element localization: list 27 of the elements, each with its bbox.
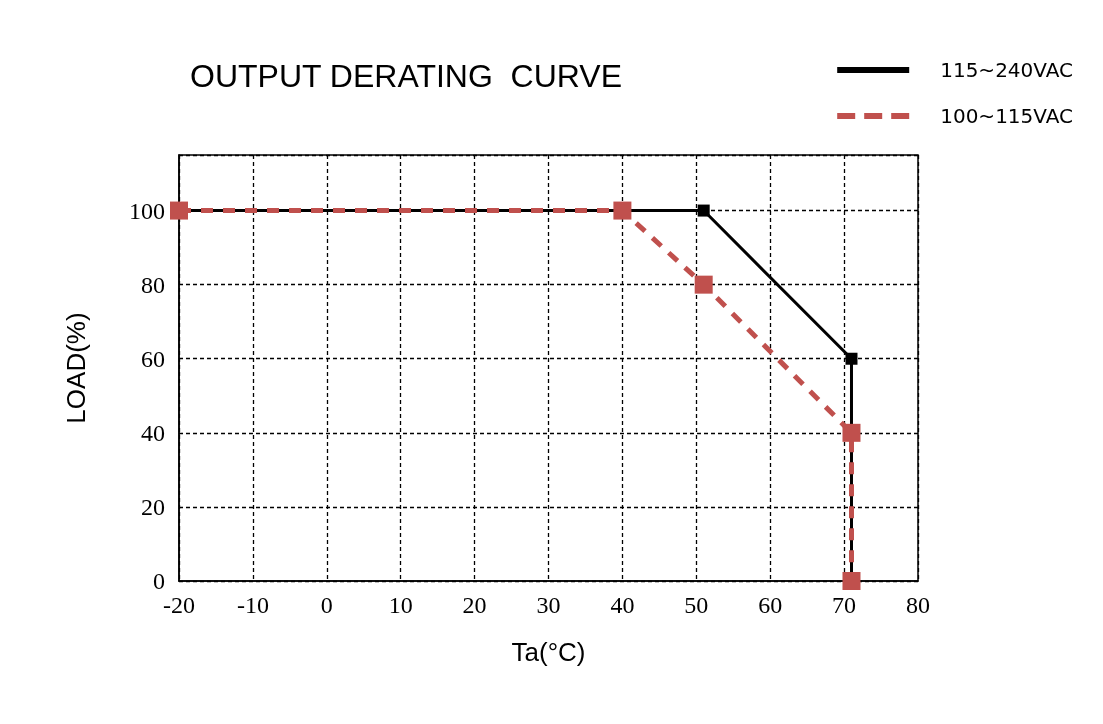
y-tick-label: 60 [141,345,165,372]
x-tick-label: 70 [832,592,857,618]
x-tick-label: 50 [684,592,709,618]
x-tick-label: 20 [462,592,487,618]
chart-title: OUTPUT DERATING CURVE [190,58,623,94]
y-tick-label: 100 [129,197,165,224]
point [613,201,632,220]
x-tick-label: 60 [758,592,783,618]
legend-label: 100~115VAC [940,104,1074,128]
point [694,275,713,294]
x-axis-title: Ta(°C) [511,637,586,667]
x-tick-label: 80 [906,592,930,618]
x-tick-label: 10 [388,592,413,618]
y-axis-title: LOAD(%) [61,312,91,424]
point [845,352,858,365]
point [697,204,710,217]
y-tick-label: 20 [141,493,165,520]
x-tick-label: 30 [536,592,561,618]
y-tick-label: 40 [141,419,165,446]
x-tick-label: 0 [320,592,333,618]
x-tick-label: 40 [610,592,635,618]
y-tick-label: 80 [141,271,165,298]
x-tick-label: -10 [236,592,269,618]
y-tick-label: 0 [153,568,165,594]
x-tick-label: -20 [163,592,195,618]
point [842,423,861,442]
legend-label: 115~240VAC [940,58,1074,82]
